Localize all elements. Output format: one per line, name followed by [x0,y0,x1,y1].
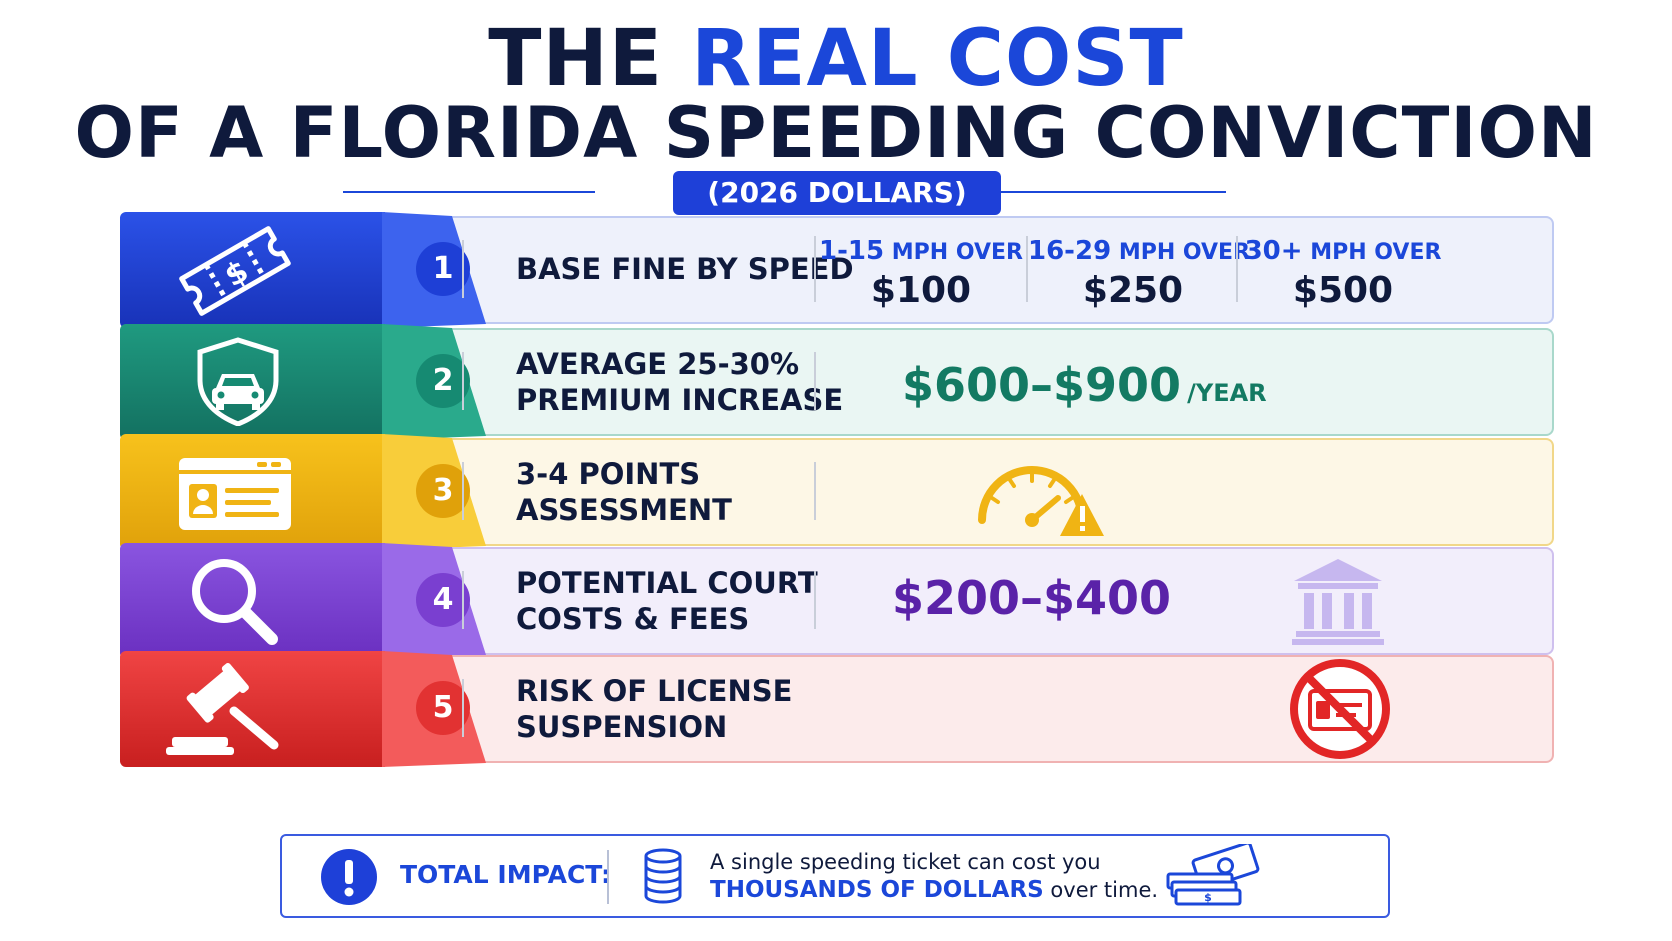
subtitle-badge: (2026 DOLLARS) [673,171,1001,215]
alert-icon [321,849,377,905]
divider [814,236,816,302]
row-label: BASE FINE BY SPEED [516,252,854,286]
cost-row-court: 4 POTENTIAL COURT COSTS & FEES $200–$400 [120,543,1556,659]
tier-range: 30+ [1244,236,1303,266]
tier-range: 1-15 [819,236,885,266]
page-title-line2: OF A FLORIDA SPEEDING CONVICTION [74,92,1598,174]
row-label-line2: PREMIUM INCREASE [516,383,844,417]
step-badge: 2 [416,354,470,408]
step-badge: 5 [416,681,470,735]
row-label: POTENTIAL COURT COSTS & FEES [516,565,818,637]
subtitle-rule-right [974,191,1226,193]
courthouse-icon [1292,559,1384,645]
divider [462,462,464,520]
speedometer-warning-icon [978,466,1104,536]
title-prefix: THE [488,14,692,104]
divider [607,850,609,904]
tier-unit: MPH OVER [891,240,1023,265]
cash-stack-icon: $ [1166,844,1260,906]
speed-tier: 30+ MPH OVER $500 [1238,236,1448,311]
premium-value: $600–$900/YEAR [902,358,1267,412]
row-label-line1: 3-4 POINTS [516,457,701,491]
row-label-line1: AVERAGE 25-30% [516,347,800,381]
speed-tier: 1-15 MPH OVER $100 [816,236,1026,311]
divider [462,679,464,737]
cost-row-base-fine: $ 1 BASE FINE BY SPEED 1-15 MPH OVER $10… [120,212,1556,328]
subtitle-rule-left [343,191,595,193]
speed-tier: 16-29 MPH OVER $250 [1028,236,1250,311]
tier-unit: MPH OVER [1118,240,1251,265]
row-panel [348,328,1554,436]
impact-highlight: THOUSANDS OF DOLLARS [710,877,1044,903]
row-tab [120,651,385,767]
total-impact-text: A single speeding ticket can cost you TH… [710,848,1158,904]
id-card-icon [179,458,291,530]
tier-unit: MPH OVER [1310,240,1442,265]
divider [814,571,816,629]
car-shield-icon [197,337,279,426]
premium-amount: $600–$900 [902,358,1182,412]
row-label-line1: POTENTIAL COURT [516,566,818,600]
row-tab: $ [120,212,385,328]
coins-icon [644,848,682,904]
title-highlight: REAL COST [691,14,1184,104]
cost-row-premium: 2 AVERAGE 25-30% PREMIUM INCREASE $600–$9… [120,324,1556,440]
divider [462,352,464,410]
tier-amount: $250 [1082,270,1184,311]
row-label-line2: COSTS & FEES [516,602,750,636]
row-panel [348,216,1554,324]
divider [462,240,464,298]
gavel-icon [166,663,279,755]
step-badge: 1 [416,242,470,296]
total-impact-box: TOTAL IMPACT: A single speeding ticket c… [280,834,1390,918]
page-title-line1: THE REAL COST [0,14,1672,104]
svg-text:$: $ [1204,891,1212,904]
divider [814,352,816,410]
row-label-line2: ASSESSMENT [516,493,732,527]
court-costs-value: $200–$400 [892,571,1172,625]
row-label: RISK OF LICENSE SUSPENSION [516,673,792,745]
cost-row-suspension: 5 RISK OF LICENSE SUSPENSION [120,651,1556,767]
row-label-line2: SUSPENSION [516,710,728,744]
cost-row-points: 3 3-4 POINTS ASSESSMENT [120,434,1556,550]
tier-amount: $100 [870,270,972,311]
no-license-icon [1290,659,1390,759]
magnifier-icon [192,559,278,645]
tier-amount: $500 [1292,270,1394,311]
divider [1236,236,1238,302]
premium-unit: /YEAR [1187,379,1267,407]
step-badge: 4 [416,573,470,627]
row-panel [348,438,1554,546]
tier-range: 16-29 [1028,236,1112,266]
total-impact-label: TOTAL IMPACT: [400,860,611,889]
impact-text-line1: A single speeding ticket can cost you [710,850,1101,874]
row-label: 3-4 POINTS ASSESSMENT [516,456,732,528]
row-label: AVERAGE 25-30% PREMIUM INCREASE [516,346,843,418]
ticket-dollar-icon: $ [179,226,291,316]
row-tab [120,324,385,440]
row-tab [120,543,385,659]
row-label-line1: RISK OF LICENSE [516,674,793,708]
divider [1026,236,1028,302]
row-tab [120,434,385,550]
divider [814,462,816,520]
divider [462,571,464,629]
step-badge: 3 [416,464,470,518]
impact-text-suffix: over time. [1043,878,1159,902]
